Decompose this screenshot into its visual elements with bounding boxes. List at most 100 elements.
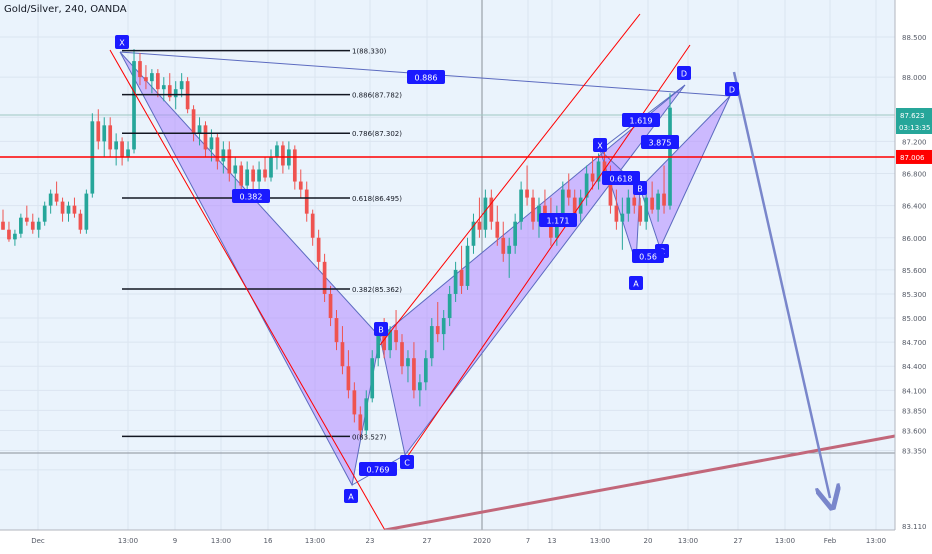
ratio-label-bg [602,171,640,185]
y-tick-label: 84.100 [902,387,927,395]
candle [513,221,518,246]
candle [400,342,404,367]
candle [388,330,392,351]
y-tick-label: 84.700 [902,339,927,347]
candle [596,161,601,182]
candle [126,149,130,158]
candle [543,205,547,214]
y-tick-label: 83.850 [902,407,927,415]
candle [84,193,89,230]
candle [638,205,643,222]
ratio-label-bg [232,189,270,203]
pattern-point-label: C [404,459,410,468]
candle [435,326,440,335]
x-tick-label: 13:00 [118,537,138,545]
candle [519,189,523,222]
pattern-point-label-bg [344,489,358,503]
candle [650,197,654,210]
pattern-point-label: X [597,142,603,151]
candle [578,197,583,214]
candle [662,193,666,206]
candle [560,189,565,214]
candle [358,414,363,431]
ratio-label: 0.886 [415,74,438,83]
candle [310,213,315,238]
candle [471,221,476,246]
chart-title: Gold/Silver, 240, OANDA [4,4,127,15]
pattern-point-label-bg [400,455,414,469]
candle [483,197,488,230]
candle [96,121,101,142]
candle [102,125,107,142]
fib-label: 0(83.527) [352,433,387,441]
pattern-point-label-bg [677,66,691,80]
candle [537,205,541,222]
pattern-point-label: A [348,493,354,502]
pattern-point-label-bg [629,276,643,290]
candle [459,269,464,286]
ratio-label-bg [407,70,445,84]
fib-levels: 1(88.330) 0.886(87.782) 0.786(87.302) 0.618… [122,48,402,441]
candle [346,366,351,391]
candle [572,197,577,214]
y-tick-label: 86.400 [902,203,927,211]
candle [19,217,23,234]
pattern-point-label-bg [593,138,607,152]
y-tick-label: 83.600 [902,427,927,435]
price-tags: 87.006 87.623 03:13:35 [896,108,932,164]
pattern-point-label-bg [725,82,739,96]
x-tick-label: 27 [423,537,432,545]
candle [501,237,506,254]
candle [602,161,607,174]
x-tick-label: 13:00 [305,537,325,545]
ratio-label-bg [359,462,397,476]
x-tick-label: 2020 [473,537,491,545]
fib-label: 0.382(85.362) [352,286,402,294]
x-tick-label: 20 [644,537,653,545]
y-tick-label: 84.400 [902,363,927,371]
y-tick-label: 88.000 [902,74,927,82]
candle [489,197,494,222]
candle [364,398,369,431]
candle [66,205,71,214]
candle [495,221,500,238]
candle [13,233,17,240]
y-tick-label: 85.600 [902,267,927,275]
candle [108,125,113,150]
candle [239,165,244,186]
x-tick-label: Feb [824,537,837,545]
price-axis[interactable] [895,0,932,550]
red-level-tag: 87.006 [900,154,925,162]
y-tick-label: 86.800 [902,171,927,179]
candle [114,141,118,150]
candle [167,85,172,98]
candle [531,197,535,222]
candle [626,197,631,214]
candle [352,390,357,415]
pattern-point-label-bg [115,35,129,49]
candle [144,77,148,82]
x-tick-label: 16 [264,537,273,545]
candle [203,125,208,150]
candle [215,137,220,162]
candle [525,189,529,198]
candle [334,318,339,343]
red-channel-up-1 [379,13,641,346]
candle [120,141,124,158]
fib-label: 1(88.330) [352,48,387,56]
x-tick-label: Dec [31,537,45,545]
candle [418,382,422,391]
y-tick-label: 86.000 [902,235,927,243]
candle [406,358,410,367]
ratio-label: 0.769 [367,466,390,475]
time-axis[interactable] [0,530,895,550]
candle [316,237,321,262]
candle [447,293,452,319]
candle [584,173,589,198]
candle [72,205,77,214]
ratio-label: 1.171 [547,217,570,226]
candle [1,221,5,230]
ratio-label-bg [641,135,679,149]
